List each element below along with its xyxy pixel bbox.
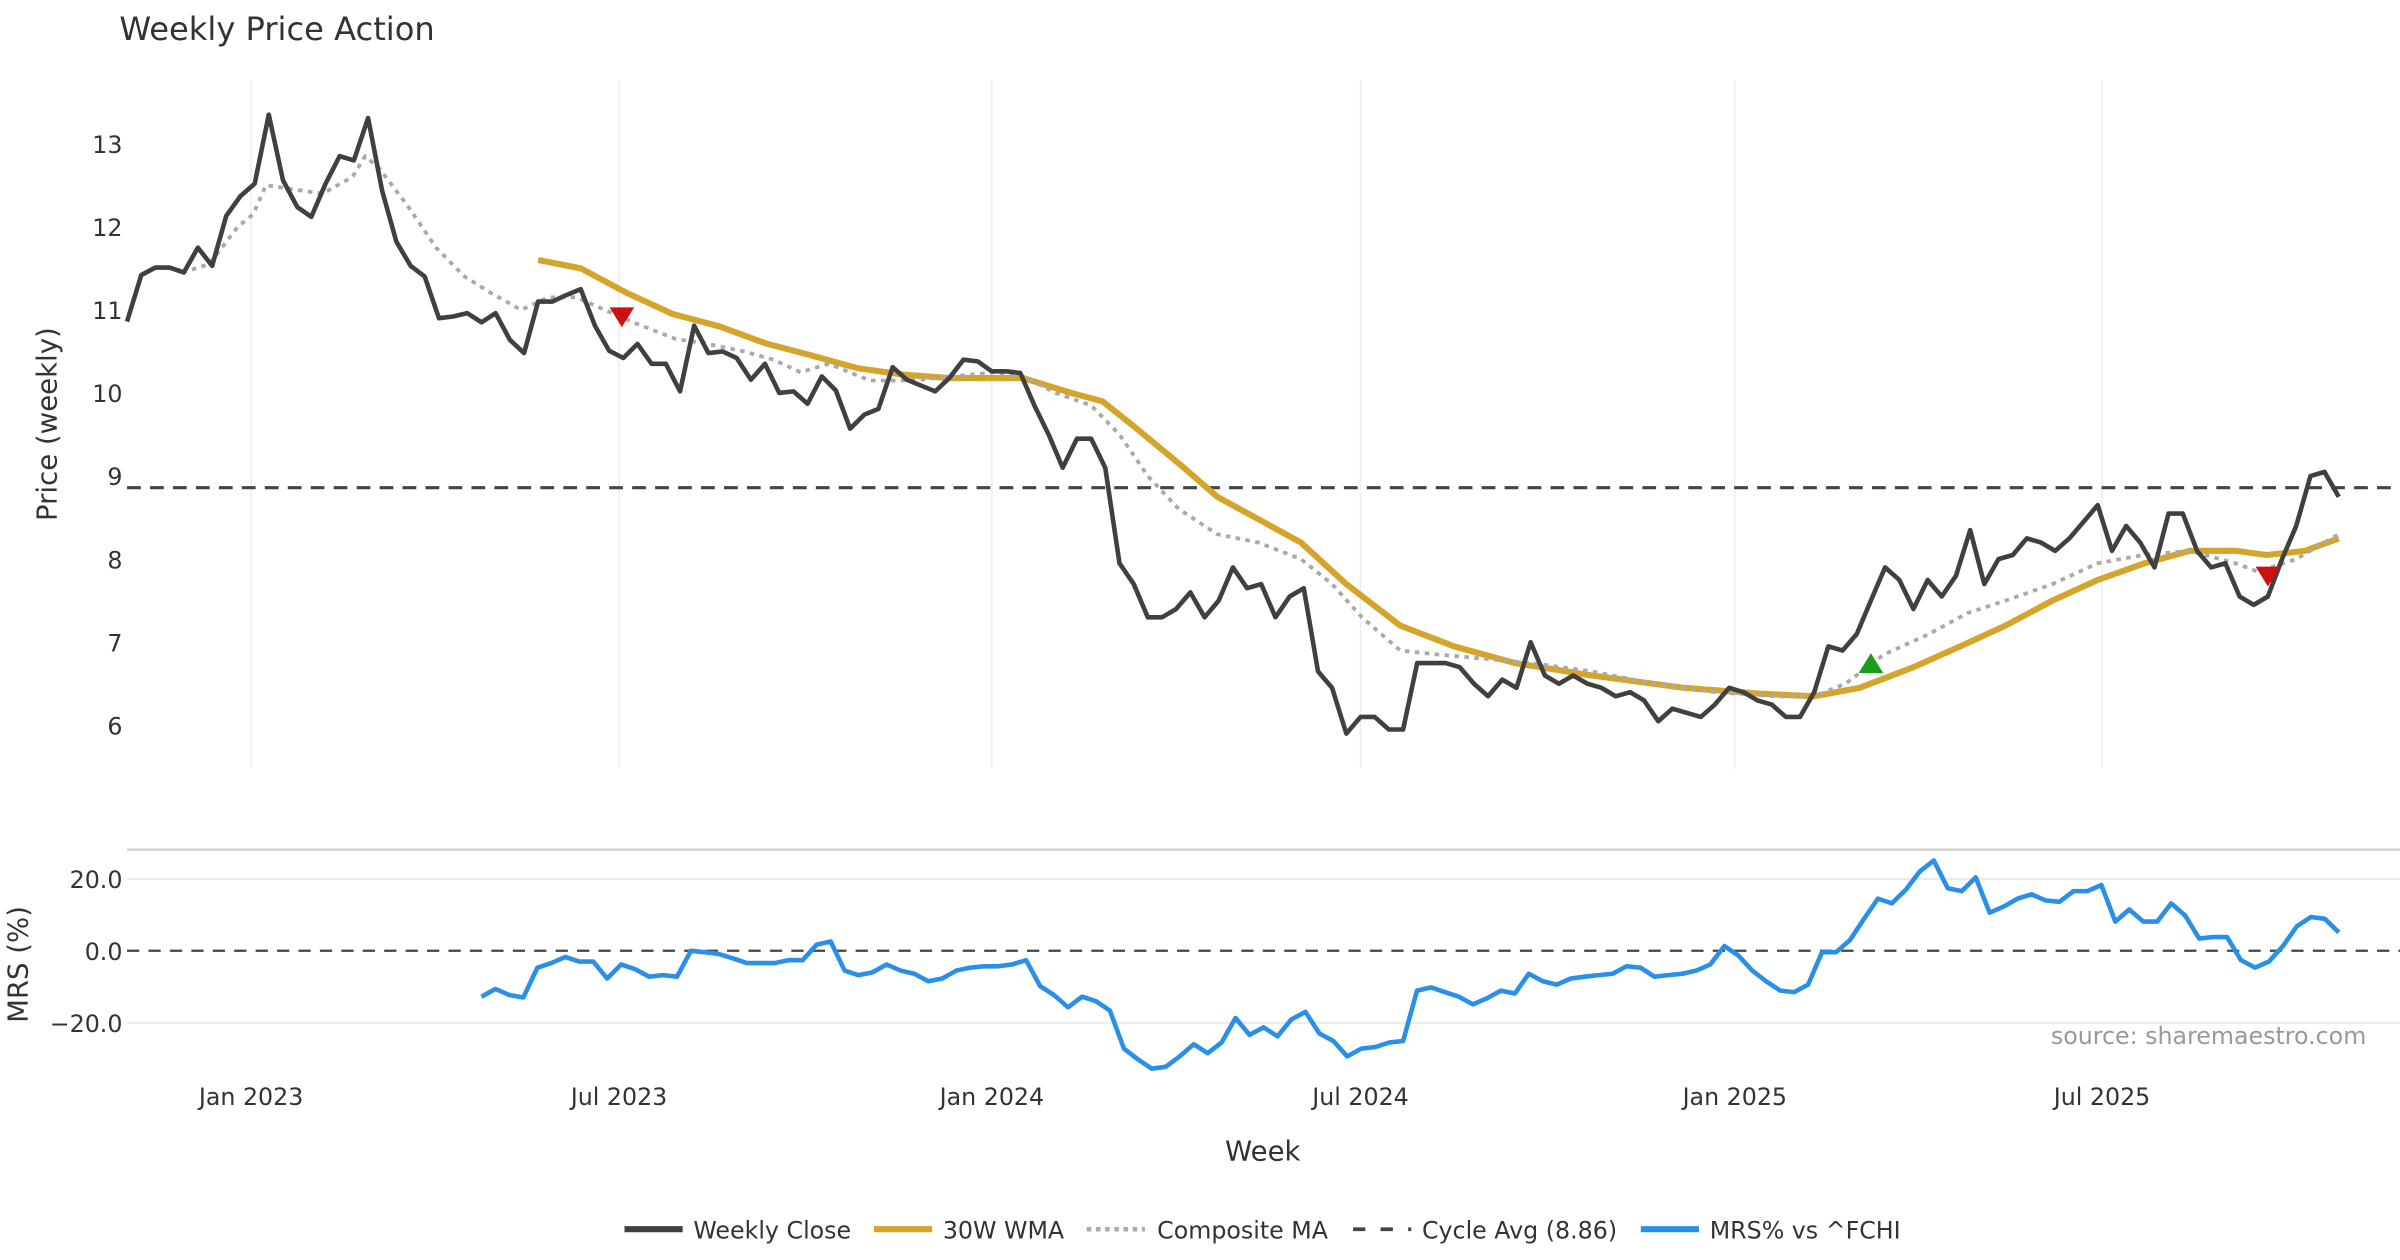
price-y-tick-label: 13	[92, 131, 122, 159]
mrs-series	[480, 858, 2341, 1071]
legend-label: 30W WMA	[943, 1216, 1065, 1244]
price-gridlines	[250, 79, 2103, 769]
price-y-tick-label: 9	[107, 463, 122, 491]
sell-signal-marker	[609, 307, 635, 328]
price-y-axis-label: Price (weekly)	[32, 327, 64, 521]
mrs-y-tick-label: −20.0	[50, 1010, 123, 1038]
mrs-y-tick-label: 20.0	[70, 866, 123, 894]
x-tick-label: Jul 2024	[1310, 1083, 1409, 1111]
x-ticks: Jan 2023 Jul 2023 Jan 2024 Jul 2024 Jan 2025…	[197, 1083, 2150, 1111]
price-y-tick-label: 12	[92, 214, 122, 242]
legend-label: Composite MA	[1157, 1216, 1329, 1244]
composite-ma-line	[181, 154, 2340, 699]
mrs-y-axis-label: MRS (%)	[3, 906, 35, 1023]
legend-label: Weekly Close	[693, 1216, 851, 1244]
legend-item-mrs[interactable]: MRS% vs ^FCHI	[1640, 1216, 1901, 1244]
price-y-tick-label: 6	[107, 712, 122, 740]
legend-label: MRS% vs ^FCHI	[1710, 1216, 1901, 1244]
signal-markers	[609, 307, 2281, 674]
legend: Weekly Close 30W WMA Composite MA Cycle …	[624, 1216, 1901, 1244]
mrs-y-tick-label: 0.0	[85, 938, 123, 966]
price-y-tick-label: 10	[92, 380, 122, 408]
legend-item-cycle-avg[interactable]: Cycle Avg (8.86)	[1353, 1216, 1617, 1244]
legend-item-30w-wma[interactable]: 30W WMA	[873, 1216, 1065, 1244]
x-tick-label: Jan 2024	[938, 1083, 1044, 1111]
x-tick-label: Jan 2023	[197, 1083, 303, 1111]
x-tick-label: Jul 2025	[2052, 1083, 2151, 1111]
price-y-tick-label: 7	[107, 629, 122, 657]
sell-signal-marker	[2255, 566, 2281, 587]
mrs-line	[480, 858, 2341, 1071]
mrs-gridlines: 20.0 0.0 −20.0	[50, 866, 2400, 1038]
price-y-tick-label: 8	[107, 546, 122, 574]
x-axis-label: Week	[1225, 1135, 1301, 1167]
x-tick-label: Jul 2023	[569, 1083, 668, 1111]
price-y-tick-label: 11	[92, 297, 122, 325]
weekly-close-line	[124, 112, 2341, 736]
legend-item-weekly-close[interactable]: Weekly Close	[624, 1216, 851, 1244]
source-label: source: sharemaestro.com	[2051, 1022, 2366, 1050]
price-y-ticks: 6 7 8 9 10 11 12 13	[92, 131, 122, 741]
legend-item-composite-ma[interactable]: Composite MA	[1086, 1216, 1329, 1244]
price-series	[124, 112, 2341, 736]
legend-label: Cycle Avg (8.86)	[1422, 1216, 1617, 1244]
x-tick-label: Jan 2025	[1681, 1083, 1787, 1111]
chart-title: Weekly Price Action	[119, 10, 434, 48]
wma-30w-line	[537, 257, 2340, 700]
buy-signal-marker	[1858, 653, 1884, 674]
